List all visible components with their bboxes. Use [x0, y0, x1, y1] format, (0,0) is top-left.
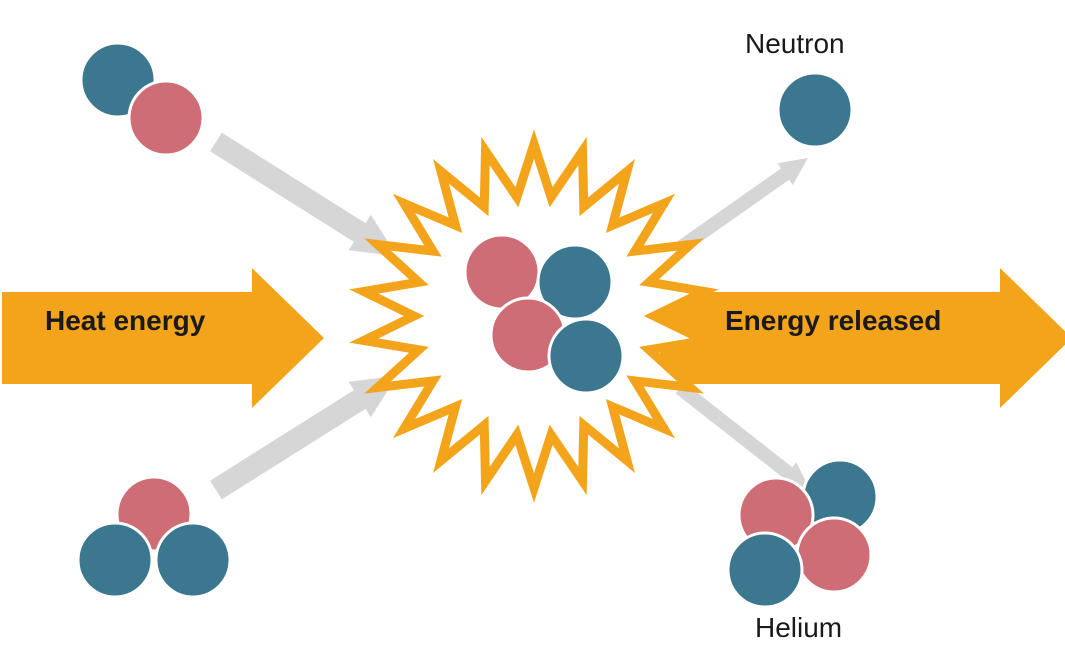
particle-group-deuterium-proton-1 — [129, 81, 203, 155]
particle-group-neutron-out-neutron-0 — [778, 73, 852, 147]
gray-arrow-3 — [676, 383, 810, 491]
label-helium: Helium — [755, 612, 842, 644]
particle-group-helium-out-proton-2 — [797, 518, 871, 592]
particle-group-helium-out-neutron-3 — [728, 533, 802, 607]
label-energy-released: Energy released — [725, 305, 941, 337]
arrow-energy-released — [660, 268, 1065, 408]
arrow-heat-energy — [2, 268, 324, 408]
particle-group-tritium-neutron-2 — [156, 523, 230, 597]
fusion-diagram: Heat energy Energy released Neutron Heli… — [0, 0, 1065, 672]
particle-group-tritium-neutron-1 — [78, 523, 152, 597]
gray-arrow-1 — [210, 376, 397, 499]
particle-group-deuterium — [81, 43, 203, 155]
particle-group-neutron-out — [778, 73, 852, 147]
particle-group-tritium — [78, 477, 230, 597]
label-neutron: Neutron — [745, 28, 845, 60]
particle-group-fusion-core-neutron-3 — [549, 319, 623, 393]
label-heat-energy: Heat energy — [45, 305, 205, 337]
gray-arrow-0 — [210, 133, 397, 256]
